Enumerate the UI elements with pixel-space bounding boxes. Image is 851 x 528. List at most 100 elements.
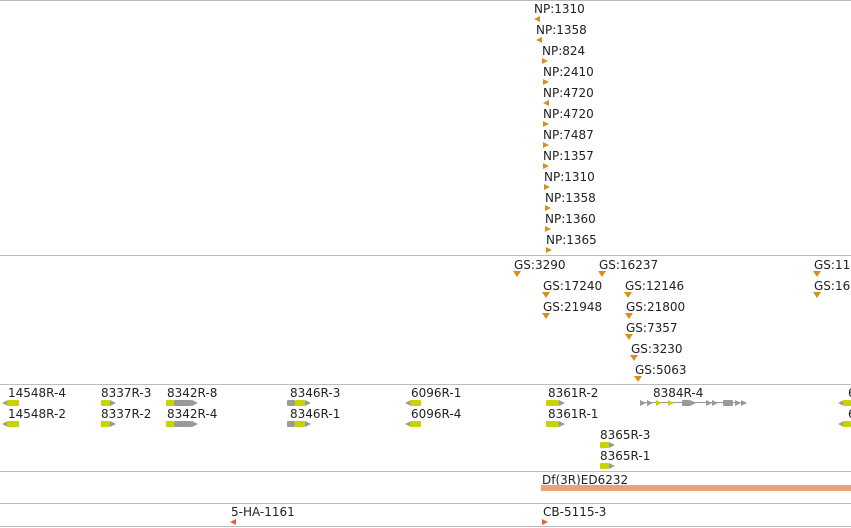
arrow-right-icon — [305, 421, 311, 427]
triangle-right-icon — [542, 519, 548, 525]
np-feature-label: NP:824 — [542, 44, 586, 58]
arrow-right-icon — [609, 442, 615, 448]
gene-feature-label: 6 — [848, 386, 851, 400]
gene-feature-label: 6096R-1 — [411, 386, 462, 400]
gene-body — [101, 421, 110, 427]
deficiency-bar — [541, 485, 851, 491]
gene-feature-label: 8337R-3 — [101, 386, 152, 400]
triangle-down-icon — [630, 355, 638, 361]
triangle-left-icon — [534, 16, 540, 22]
np-feature-label: NP:1310 — [534, 2, 585, 16]
triangle-right-icon — [546, 247, 552, 253]
gene-body — [682, 400, 690, 406]
arrow-right-icon — [192, 421, 198, 427]
gs-feature-label: GS:168 — [814, 279, 851, 293]
gs-feature-label: GS:17240 — [543, 279, 603, 293]
triangle-down-icon — [624, 292, 632, 298]
gene-feature-label: 8337R-2 — [101, 407, 152, 421]
gene-body — [166, 421, 174, 427]
gene-body — [843, 421, 851, 427]
arrow-right-icon — [656, 400, 662, 406]
gene-feature-label: 6 — [848, 407, 851, 421]
gene-feature-label: 8346R-3 — [290, 386, 341, 400]
gene-feature-label: 8361R-2 — [548, 386, 599, 400]
arrow-right-icon — [559, 400, 565, 406]
gs-feature-label: GS:21800 — [626, 300, 686, 314]
triangle-left-icon — [543, 100, 549, 106]
gene-body — [287, 400, 295, 406]
arrow-left-icon — [405, 421, 411, 427]
gene-body — [600, 463, 609, 469]
insertion-label: 5-HA-1161 — [231, 505, 295, 519]
arrow-right-icon — [712, 400, 718, 406]
np-feature-label: NP:1357 — [543, 149, 594, 163]
gene-body — [174, 400, 192, 406]
gene-body — [287, 421, 295, 427]
triangle-down-icon — [634, 376, 642, 382]
arrow-left-icon — [2, 421, 8, 427]
gs-feature-label: GS:5063 — [635, 363, 687, 377]
gene-feature-label: 8342R-8 — [167, 386, 218, 400]
gs-feature-label: GS:116 — [814, 258, 851, 272]
triangle-left-icon — [536, 37, 542, 43]
gene-feature-label: 8365R-3 — [600, 428, 651, 442]
np-feature-label: NP:2410 — [543, 65, 594, 79]
gs-feature-label: GS:21948 — [543, 300, 603, 314]
triangle-down-icon — [513, 271, 521, 277]
triangle-down-icon — [625, 313, 633, 319]
arrow-right-icon — [110, 421, 116, 427]
track-divider-genes-df — [0, 471, 851, 472]
triangle-right-icon — [544, 184, 550, 190]
gene-body — [546, 400, 559, 406]
track-divider-top — [0, 0, 851, 1]
gs-feature-label: GS:16237 — [599, 258, 659, 272]
track-divider-bottom — [0, 526, 851, 527]
triangle-right-icon — [543, 142, 549, 148]
gene-feature-label: 6096R-4 — [411, 407, 462, 421]
arrow-left-icon — [838, 400, 844, 406]
track-divider-df-bottom — [0, 503, 851, 504]
arrow-right-icon — [647, 400, 653, 406]
arrow-right-icon — [640, 400, 646, 406]
triangle-left-icon — [230, 519, 236, 525]
np-feature-label: NP:7487 — [543, 128, 594, 142]
arrow-left-icon — [838, 421, 844, 427]
gs-feature-label: GS:3290 — [514, 258, 566, 272]
track-divider-gs-genes — [0, 384, 851, 385]
triangle-right-icon — [542, 58, 548, 64]
triangle-down-icon — [813, 271, 821, 277]
gene-body — [546, 421, 559, 427]
gene-feature-label: 8384R-4 — [653, 386, 704, 400]
insertion-label: CB-5115-3 — [543, 505, 607, 519]
gene-feature-label: 8342R-4 — [167, 407, 218, 421]
gene-body — [174, 421, 192, 427]
triangle-right-icon — [543, 79, 549, 85]
gene-feature-label: 14548R-4 — [8, 386, 66, 400]
gs-feature-label: GS:12146 — [625, 279, 685, 293]
gene-body — [166, 400, 174, 406]
triangle-down-icon — [542, 292, 550, 298]
arrow-left-icon — [2, 400, 8, 406]
gene-body — [7, 400, 19, 406]
triangle-right-icon — [543, 121, 549, 127]
gene-body — [7, 421, 19, 427]
triangle-down-icon — [598, 271, 606, 277]
arrow-right-icon — [668, 400, 674, 406]
gene-body — [410, 400, 421, 406]
gene-body — [843, 400, 851, 406]
deficiency-label: Df(3R)ED6232 — [542, 473, 629, 487]
np-feature-label: NP:1310 — [544, 170, 595, 184]
arrow-right-icon — [706, 400, 712, 406]
np-feature-label: NP:1365 — [546, 233, 597, 247]
triangle-down-icon — [542, 313, 550, 319]
arrow-right-icon — [192, 400, 198, 406]
gene-feature-label: 8365R-1 — [600, 449, 651, 463]
gene-body — [101, 400, 110, 406]
gene-body — [295, 421, 305, 427]
gene-feature-label: 8361R-1 — [548, 407, 599, 421]
arrow-right-icon — [305, 400, 311, 406]
arrow-right-icon — [559, 421, 565, 427]
triangle-right-icon — [545, 205, 551, 211]
triangle-down-icon — [625, 334, 633, 340]
arrow-right-icon — [741, 400, 747, 406]
